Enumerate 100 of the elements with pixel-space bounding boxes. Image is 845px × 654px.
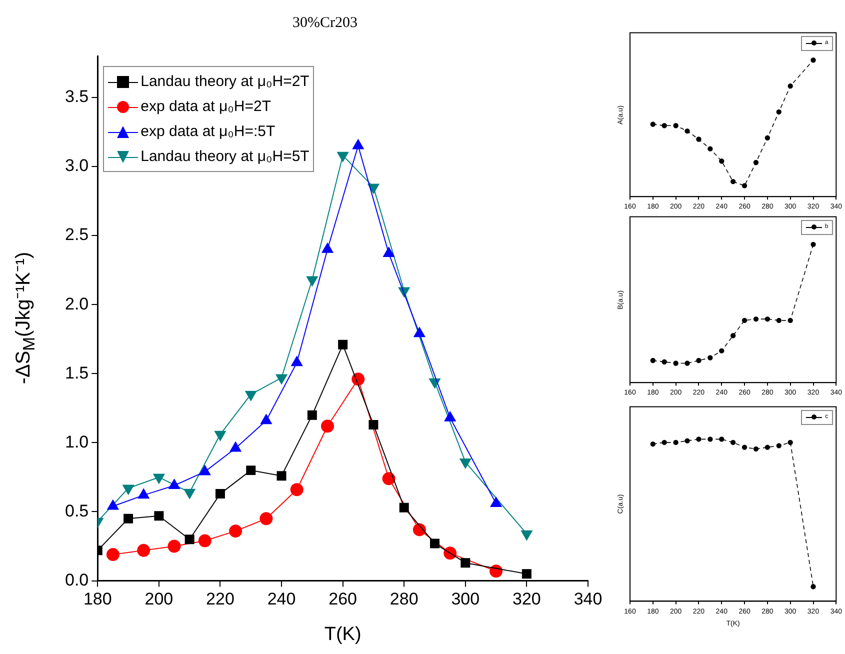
point: [460, 458, 472, 469]
point: [730, 440, 736, 446]
point: [742, 183, 748, 188]
point: [776, 109, 782, 115]
point: [788, 440, 793, 446]
x-tick-label: 300: [451, 590, 480, 609]
point: [122, 484, 134, 495]
point: [650, 441, 656, 447]
point: [137, 544, 150, 557]
y-tick-label: 1.5: [64, 363, 89, 382]
point: [673, 123, 678, 128]
point: [306, 276, 318, 286]
point: [696, 436, 702, 442]
point: [719, 158, 724, 164]
point: [753, 316, 759, 322]
x-tick-label: 340: [574, 590, 602, 609]
x-tick-label: 200: [144, 590, 174, 609]
point: [650, 358, 656, 364]
point: [307, 410, 317, 420]
point: [320, 420, 334, 433]
point: [522, 569, 532, 579]
y-tick-label: 2.5: [64, 225, 89, 244]
point: [764, 444, 770, 450]
point: [124, 514, 134, 524]
point: [776, 318, 782, 324]
legend-label: Landau theory at μ₀H=5T: [140, 147, 310, 167]
point: [412, 523, 426, 536]
point: [662, 123, 667, 128]
y-tick-label: 3.5: [64, 87, 89, 106]
point: [276, 374, 288, 384]
y-tick-label: 2.0: [64, 294, 89, 314]
legend-label: exp data at μ₀H=2T: [140, 97, 271, 117]
point: [764, 135, 770, 141]
point: [742, 318, 748, 324]
point: [276, 471, 286, 481]
x-tick-label: 220: [206, 590, 234, 609]
point: [730, 333, 736, 338]
point: [684, 438, 690, 444]
point: [696, 136, 702, 142]
point: [338, 340, 348, 350]
point: [245, 390, 257, 401]
point: [214, 430, 226, 441]
point: [184, 488, 196, 499]
point: [776, 443, 782, 448]
point: [337, 152, 349, 162]
point: [430, 538, 440, 548]
point: [810, 584, 816, 590]
point: [662, 359, 667, 364]
point: [730, 178, 736, 184]
point: [719, 436, 724, 442]
point: [368, 420, 378, 430]
point: [229, 524, 242, 538]
point: [719, 348, 724, 354]
y-tick-label: 3.0: [64, 156, 89, 176]
point: [742, 444, 748, 450]
x-tick-label: 240: [267, 590, 296, 609]
point: [708, 146, 713, 152]
point: [684, 360, 690, 366]
point: [460, 558, 470, 568]
y-tick-label: 0.5: [64, 501, 89, 520]
x-tick-label: 280: [390, 590, 418, 609]
y-tick-label: 1.0: [64, 432, 89, 452]
point: [753, 160, 759, 166]
x-axis-title: T(K): [324, 624, 362, 645]
point: [753, 446, 759, 452]
point: [708, 436, 713, 442]
point: [764, 316, 770, 322]
point: [521, 530, 532, 540]
legend-label: Landau theory at μ₀H=2T: [140, 72, 310, 92]
point: [708, 355, 713, 360]
point: [490, 564, 503, 578]
point: [106, 548, 120, 562]
point: [168, 540, 181, 553]
point: [368, 184, 380, 194]
point: [399, 502, 409, 512]
point: [246, 466, 256, 476]
point: [382, 472, 396, 486]
point: [684, 128, 690, 134]
point: [673, 360, 678, 366]
x-tick-label: 320: [512, 590, 541, 609]
point: [810, 58, 816, 63]
point: [198, 534, 212, 548]
point: [153, 474, 165, 484]
point: [650, 122, 656, 127]
x-tick-label: 180: [83, 590, 112, 609]
point: [260, 512, 273, 526]
point: [788, 318, 793, 324]
point: [673, 440, 678, 446]
point: [215, 489, 225, 499]
legend-label: exp data at μ₀H=:5T: [140, 122, 276, 142]
point: [154, 511, 164, 521]
chart-title: 30%Cr203: [292, 14, 358, 31]
point: [184, 534, 194, 544]
point: [810, 242, 816, 248]
x-tick-label: 260: [328, 590, 358, 609]
point: [290, 483, 304, 496]
y-tick-label: 0.0: [64, 570, 89, 590]
point: [696, 358, 702, 364]
point: [429, 378, 440, 388]
point: [788, 83, 793, 89]
